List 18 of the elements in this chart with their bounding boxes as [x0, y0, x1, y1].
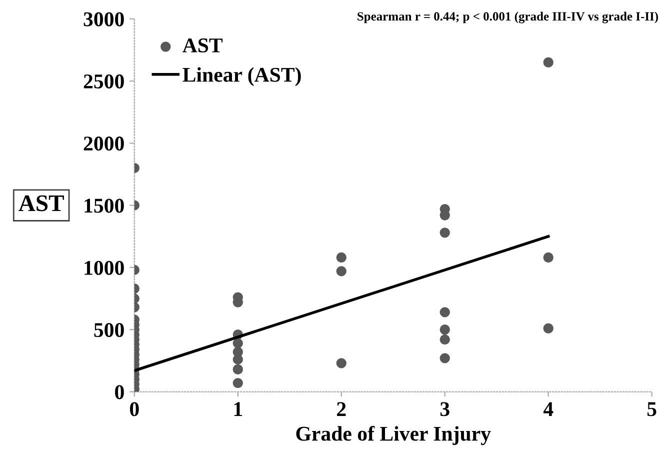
- x-tick-label: 0: [130, 402, 139, 416]
- x-tick-label: 5: [647, 402, 656, 416]
- y-tick-label: 1500: [84, 198, 124, 213]
- y-tick-label: 3000: [84, 12, 124, 26]
- annotation: Spearman r = 0.44; p < 0.001 (grade III-IV vs grade I-II): [358, 12, 658, 24]
- y-axis-title: AST: [18, 195, 64, 212]
- x-tick-label: 4: [543, 402, 554, 416]
- legend-label: Linear (AST): [182, 67, 301, 86]
- x-tick-label: 3: [440, 402, 450, 416]
- x-tick-label: 2: [337, 402, 346, 416]
- y-tick-label: 2000: [84, 136, 124, 151]
- y-tick-label: 0: [115, 385, 124, 400]
- legend-label: AST: [182, 38, 223, 52]
- x-tick-label: 1: [234, 402, 242, 416]
- x-axis-title: Grade of Liver Injury: [296, 426, 491, 446]
- y-tick-label: 2500: [84, 74, 124, 88]
- y-tick-label: 1000: [84, 260, 124, 275]
- y-tick-label: 500: [94, 322, 124, 338]
